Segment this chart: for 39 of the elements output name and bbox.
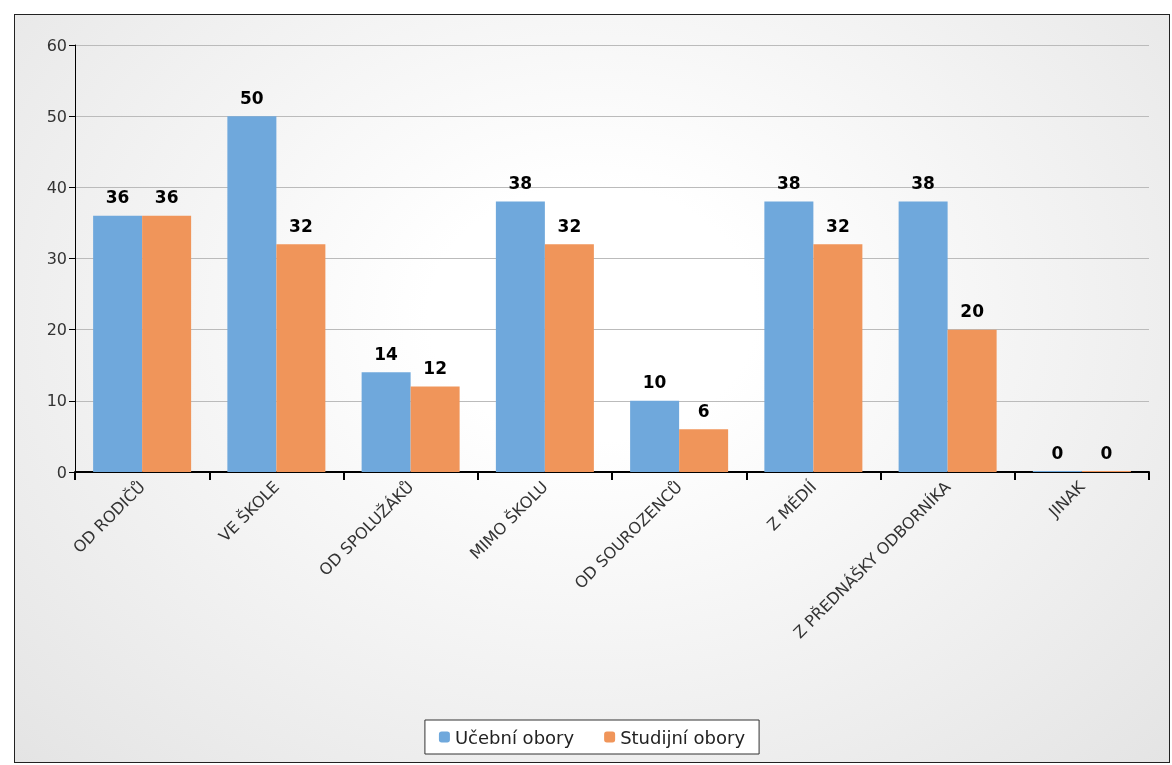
data-label: 32 <box>289 215 313 236</box>
y-tick-label: 30 <box>46 249 67 268</box>
data-label: 36 <box>105 187 130 208</box>
data-label: 20 <box>960 301 985 322</box>
bar <box>898 201 948 472</box>
data-label: 36 <box>154 187 179 208</box>
bar <box>93 215 143 472</box>
data-label: 38 <box>777 173 801 194</box>
data-label: 14 <box>374 343 399 364</box>
y-tick-label: 20 <box>46 320 67 340</box>
legend-label: Studijní obory <box>620 726 746 748</box>
data-label: 38 <box>508 173 533 194</box>
bar <box>947 329 997 472</box>
bar <box>630 400 680 472</box>
bar <box>276 244 326 472</box>
bar <box>495 201 545 472</box>
y-tick-label: 10 <box>46 391 67 411</box>
data-label: 32 <box>826 215 850 236</box>
y-tick-label: 0 <box>56 462 67 482</box>
legend-label: Učební obory <box>454 726 575 748</box>
data-label: 0 <box>1100 442 1113 463</box>
data-label: 10 <box>642 372 667 393</box>
bar <box>813 244 863 472</box>
bar <box>544 244 594 472</box>
bar <box>361 372 411 472</box>
data-label: 32 <box>557 215 582 236</box>
bar <box>679 429 729 472</box>
y-tick-label: 60 <box>46 35 67 55</box>
bar <box>410 386 460 472</box>
bar <box>227 116 277 472</box>
data-label: 6 <box>697 400 710 421</box>
y-tick-label: 40 <box>46 177 67 197</box>
data-label: 50 <box>240 87 264 108</box>
bar <box>764 201 814 472</box>
data-label: 12 <box>423 358 447 379</box>
y-tick-label: 50 <box>46 106 67 126</box>
data-label: 38 <box>911 173 935 194</box>
data-label: 0 <box>1051 442 1064 463</box>
bar <box>142 215 192 472</box>
